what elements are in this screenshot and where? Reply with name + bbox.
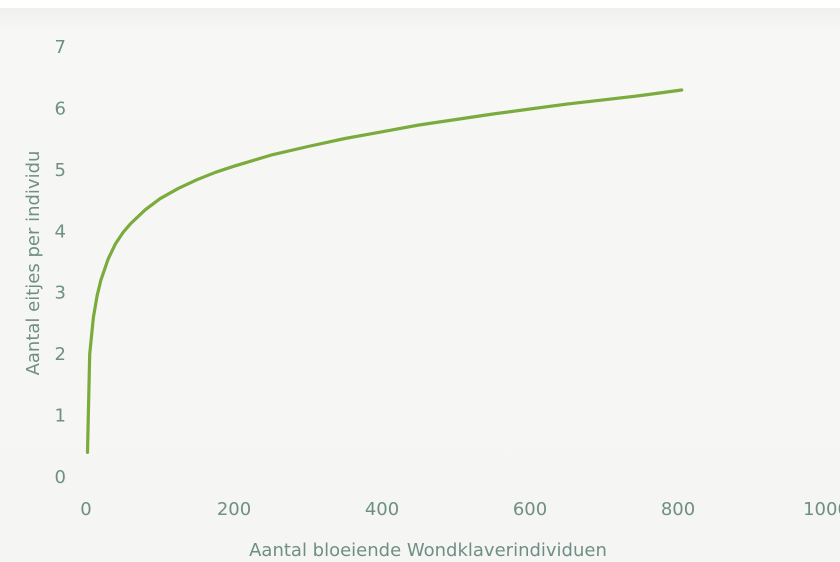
x-tick-label: 1000	[803, 499, 840, 520]
y-tick-label: 7	[55, 37, 66, 58]
y-tick-labels: 0 1 2 3 4 5 6 7	[55, 37, 66, 488]
top-band	[0, 0, 840, 8]
series-line	[85, 88, 684, 454]
x-axis-title: Aantal bloeiende Wondklaverindividuen	[249, 540, 607, 561]
y-tick-label: 1	[55, 406, 66, 427]
x-tick-label: 400	[365, 499, 399, 520]
y-axis-title: Aantal eitjes per individu	[23, 151, 44, 376]
y-tick-label: 3	[55, 283, 66, 304]
y-tick-label: 2	[55, 344, 66, 365]
y-tick-label: 5	[55, 160, 66, 181]
y-tick-label: 6	[55, 98, 66, 119]
y-tick-label: 4	[55, 221, 66, 242]
x-tick-label: 200	[217, 499, 251, 520]
y-tick-label: 0	[55, 467, 66, 488]
x-tick-label: 600	[513, 499, 547, 520]
x-tick-label: 0	[80, 499, 91, 520]
x-tick-labels: 0 200 400 600 800 1000	[80, 499, 840, 520]
x-tick-label: 800	[661, 499, 695, 520]
